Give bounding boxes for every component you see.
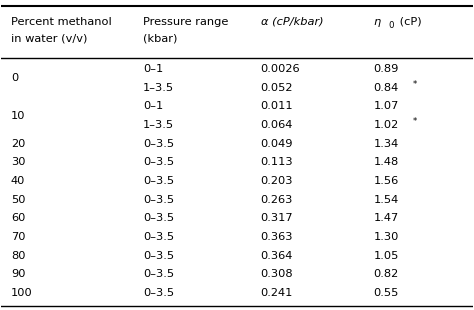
- Text: 1.54: 1.54: [374, 195, 399, 205]
- Text: 70: 70: [11, 232, 25, 242]
- Text: 1.07: 1.07: [374, 101, 399, 111]
- Text: 0–3.5: 0–3.5: [143, 251, 174, 261]
- Text: 1–3.5: 1–3.5: [143, 120, 174, 130]
- Text: 1.56: 1.56: [374, 176, 399, 186]
- Text: in water (v/v): in water (v/v): [11, 34, 87, 44]
- Text: 50: 50: [11, 195, 25, 205]
- Text: Percent methanol: Percent methanol: [11, 17, 111, 27]
- Text: 0.064: 0.064: [261, 120, 293, 130]
- Text: 0.203: 0.203: [261, 176, 293, 186]
- Text: 0.049: 0.049: [261, 139, 293, 149]
- Text: 0–3.5: 0–3.5: [143, 232, 174, 242]
- Text: 1.02: 1.02: [374, 120, 399, 130]
- Text: 0: 0: [11, 73, 18, 83]
- Text: 100: 100: [11, 288, 33, 298]
- Text: 0.55: 0.55: [374, 288, 399, 298]
- Text: 80: 80: [11, 251, 25, 261]
- Text: 20: 20: [11, 139, 25, 149]
- Text: 0–1: 0–1: [143, 64, 163, 74]
- Text: 0.263: 0.263: [261, 195, 293, 205]
- Text: 0.84: 0.84: [374, 83, 399, 93]
- Text: 0.241: 0.241: [261, 288, 293, 298]
- Text: 0.052: 0.052: [261, 83, 293, 93]
- Text: 1–3.5: 1–3.5: [143, 83, 174, 93]
- Text: 1.05: 1.05: [374, 251, 399, 261]
- Text: 90: 90: [11, 269, 25, 279]
- Text: η: η: [374, 17, 381, 27]
- Text: (cP): (cP): [396, 17, 421, 27]
- Text: 0–1: 0–1: [143, 101, 163, 111]
- Text: 0–3.5: 0–3.5: [143, 195, 174, 205]
- Text: 0: 0: [389, 21, 394, 30]
- Text: 0.0026: 0.0026: [261, 64, 300, 74]
- Text: 1.48: 1.48: [374, 157, 399, 167]
- Text: 30: 30: [11, 157, 25, 167]
- Text: 0.82: 0.82: [374, 269, 399, 279]
- Text: 0.364: 0.364: [261, 251, 293, 261]
- Text: 0.011: 0.011: [261, 101, 293, 111]
- Text: 0–3.5: 0–3.5: [143, 214, 174, 224]
- Text: 1.30: 1.30: [374, 232, 399, 242]
- Text: 0.89: 0.89: [374, 64, 399, 74]
- Text: α (cP/kbar): α (cP/kbar): [261, 17, 323, 27]
- Text: 0.363: 0.363: [261, 232, 293, 242]
- Text: 0–3.5: 0–3.5: [143, 269, 174, 279]
- Text: 0–3.5: 0–3.5: [143, 157, 174, 167]
- Text: 0.113: 0.113: [261, 157, 293, 167]
- Text: (kbar): (kbar): [143, 34, 177, 44]
- Text: 1.34: 1.34: [374, 139, 399, 149]
- Text: 0.308: 0.308: [261, 269, 293, 279]
- Text: 60: 60: [11, 214, 25, 224]
- Text: *: *: [413, 80, 417, 89]
- Text: 40: 40: [11, 176, 25, 186]
- Text: 0–3.5: 0–3.5: [143, 288, 174, 298]
- Text: 1.47: 1.47: [374, 214, 399, 224]
- Text: 0–3.5: 0–3.5: [143, 176, 174, 186]
- Text: 10: 10: [11, 111, 25, 121]
- Text: 0–3.5: 0–3.5: [143, 139, 174, 149]
- Text: 0.317: 0.317: [261, 214, 293, 224]
- Text: *: *: [413, 117, 417, 126]
- Text: Pressure range: Pressure range: [143, 17, 228, 27]
